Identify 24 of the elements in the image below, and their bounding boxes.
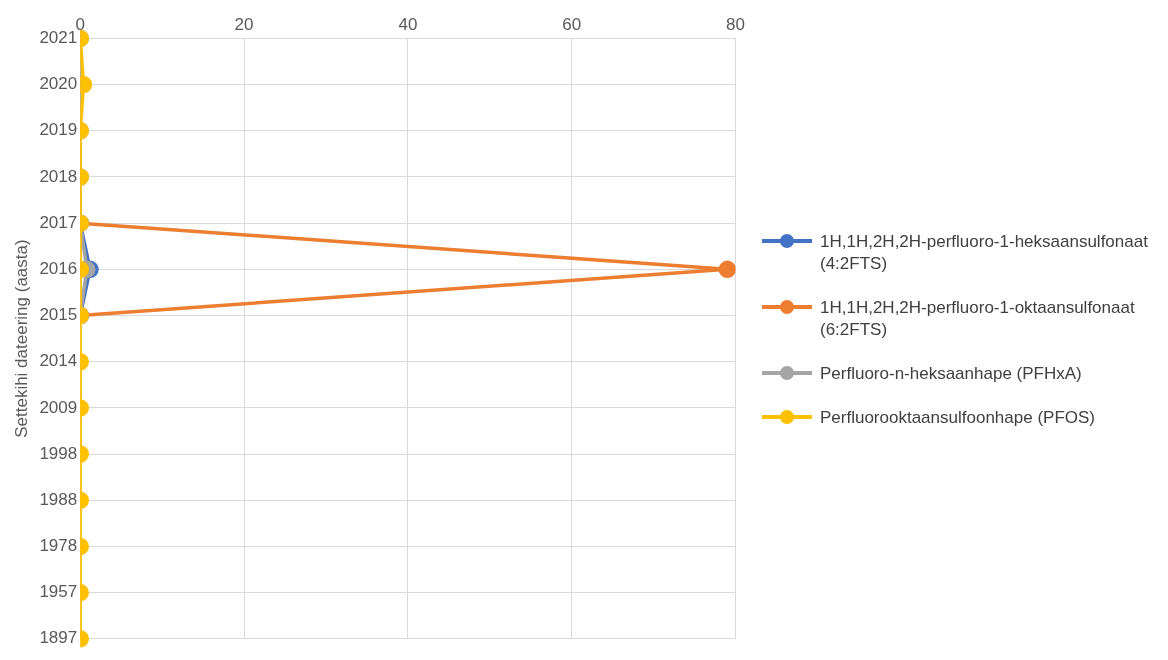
x-tick-label: 20 [234,14,254,34]
y-tick-label: 1957 [39,582,78,602]
y-tick-label: 2016 [39,259,78,279]
y-tick-label: 1897 [39,628,78,648]
y-tick-label: 2009 [39,397,78,417]
legend-label: Perfluorooktaansulfoonhape (PFOS) [820,407,1095,429]
x-tick-label: 40 [398,14,418,34]
x-tick-label: 0 [75,14,85,34]
legend-label: 1H,1H,2H,2H-perfluoro-1-heksaansulfonaat (4:2FTS) [820,231,1149,275]
legend-label: Perfluoro-n-heksaanhape (PFHxA) [820,363,1082,385]
y-tick-label: 2021 [39,28,78,48]
y-tick-label: 2015 [39,305,78,325]
y-tick-label: 2017 [39,212,78,232]
y-tick-label: 2014 [39,351,78,371]
y-tick-label: 1978 [39,536,78,556]
x-tick-label: 80 [726,14,746,34]
y-tick-label: 2020 [39,74,78,94]
legend-label: 1H,1H,2H,2H-perfluoro-1-oktaansulfonaat (6:2FTS) [820,297,1136,341]
x-tick-label: 60 [562,14,582,34]
y-tick-label: 2018 [39,166,78,186]
y-tick-label: 2019 [39,120,78,140]
y-tick-label: 1988 [39,489,78,509]
y-axis-title: Settekihi dateering (aasta) [11,239,31,438]
y-tick-label: 1998 [39,443,78,463]
